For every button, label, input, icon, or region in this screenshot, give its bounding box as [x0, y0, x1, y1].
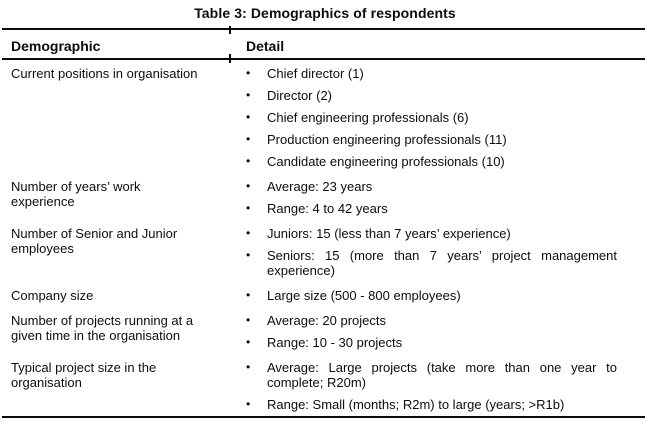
demographic-cell: Current positions in organisation — [11, 66, 198, 81]
detail-cell: • Average: Large projects (take more tha… — [230, 354, 645, 416]
bullet-icon: • — [246, 226, 251, 240]
column-divider-tick-header — [229, 54, 231, 63]
bullet-icon: • — [246, 179, 251, 193]
bullet-icon: • — [246, 66, 251, 80]
bullet-icon: • — [246, 248, 251, 262]
detail-cell: • Chief director (1) • Director (2) • Ch… — [230, 60, 645, 173]
bullet-item: • Range: 4 to 42 years — [230, 201, 617, 216]
demographic-cell: Typical project size in the organisation — [11, 360, 157, 390]
bullet-item: • Chief engineering professionals (6) — [230, 110, 617, 125]
bullet-item-text: Juniors: 15 (less than 7 years’ experien… — [267, 226, 511, 241]
table-row-positions: Current positions in organisation • Chie… — [2, 60, 645, 173]
column-header-detail: Detail — [246, 38, 285, 54]
bullet-item-text: Director (2) — [267, 88, 333, 103]
bullet-item-text: Large size (500 - 800 employees) — [267, 288, 461, 303]
bullet-item-text: Chief engineering professionals (6) — [267, 110, 469, 125]
bullet-icon: • — [246, 335, 251, 349]
bullet-item: • Average: Large projects (take more tha… — [230, 360, 617, 390]
bullet-item: • Production engineering professionals (… — [230, 132, 617, 147]
demographic-cell: Number of years’ work experience — [11, 179, 141, 209]
bullet-item: • Average: 23 years — [230, 179, 617, 194]
detail-cell: • Large size (500 - 800 employees) — [230, 282, 645, 307]
bullet-icon: • — [246, 88, 251, 102]
demographics-table: Demographic Detail Current positions in … — [2, 26, 645, 418]
bullet-item-text: Average: 23 years — [267, 179, 373, 194]
bullet-item-text: Range: 4 to 42 years — [267, 201, 388, 216]
bullet-item-text: Candidate engineering professionals (10) — [267, 154, 505, 169]
bullet-item: • Average: 20 projects — [230, 313, 617, 328]
bullet-item: • Candidate engineering professionals (1… — [230, 154, 617, 169]
bullet-item: • Seniors: 15 (more than 7 years’ projec… — [230, 248, 617, 278]
table-row-company-size: Company size • Large size (500 - 800 emp… — [2, 282, 645, 307]
table-row-experience: Number of years’ work experience • Avera… — [2, 173, 645, 220]
bullet-item: • Juniors: 15 (less than 7 years’ experi… — [230, 226, 617, 241]
detail-cell: • Average: 23 years • Range: 4 to 42 yea… — [230, 173, 645, 220]
table-row-projects-running: Number of projects running at a given ti… — [2, 307, 645, 354]
bullet-item-text: Production engineering professionals (11… — [267, 132, 507, 147]
demographic-cell: Company size — [11, 288, 94, 303]
demographic-cell: Number of Senior and Junior employees — [11, 226, 178, 256]
column-divider-tick-top — [229, 26, 231, 34]
detail-cell: • Juniors: 15 (less than 7 years’ experi… — [230, 220, 645, 282]
table-row-senior-junior: Number of Senior and Junior employees • … — [2, 220, 645, 282]
bullet-item: • Chief director (1) — [230, 66, 617, 81]
bullet-item: • Range: Small (months; R2m) to large (y… — [230, 397, 617, 412]
bullet-item: • Large size (500 - 800 employees) — [230, 288, 617, 303]
bullet-item: • Director (2) — [230, 88, 617, 103]
bullet-icon: • — [246, 360, 251, 374]
demographic-cell: Number of projects running at a given ti… — [11, 313, 194, 343]
bullet-icon: • — [246, 397, 251, 411]
bullet-item-text: Chief director (1) — [267, 66, 364, 81]
bullet-icon: • — [246, 201, 251, 215]
table-row-project-size: Typical project size in the organisation… — [2, 354, 645, 416]
bullet-icon: • — [246, 132, 251, 146]
bullet-item-text: Average: 20 projects — [267, 313, 386, 328]
bullet-icon: • — [246, 154, 251, 168]
column-header-demographic: Demographic — [11, 38, 101, 54]
bullet-item-text: Average: Large projects (take more than … — [267, 360, 617, 390]
bullet-icon: • — [246, 110, 251, 124]
bullet-icon: • — [246, 288, 251, 302]
bullet-item-text: Range: 10 - 30 projects — [267, 335, 403, 350]
bullet-item: • Range: 10 - 30 projects — [230, 335, 617, 350]
bullet-item-text: Seniors: 15 (more than 7 years’ project … — [267, 248, 617, 278]
table-caption: Table 3: Demographics of respondents — [194, 5, 456, 21]
detail-cell: • Average: 20 projects • Range: 10 - 30 … — [230, 307, 645, 354]
table-header-row: Demographic Detail — [2, 30, 645, 60]
bullet-item-text: Range: Small (months; R2m) to large (yea… — [267, 397, 565, 412]
bullet-icon: • — [246, 313, 251, 327]
